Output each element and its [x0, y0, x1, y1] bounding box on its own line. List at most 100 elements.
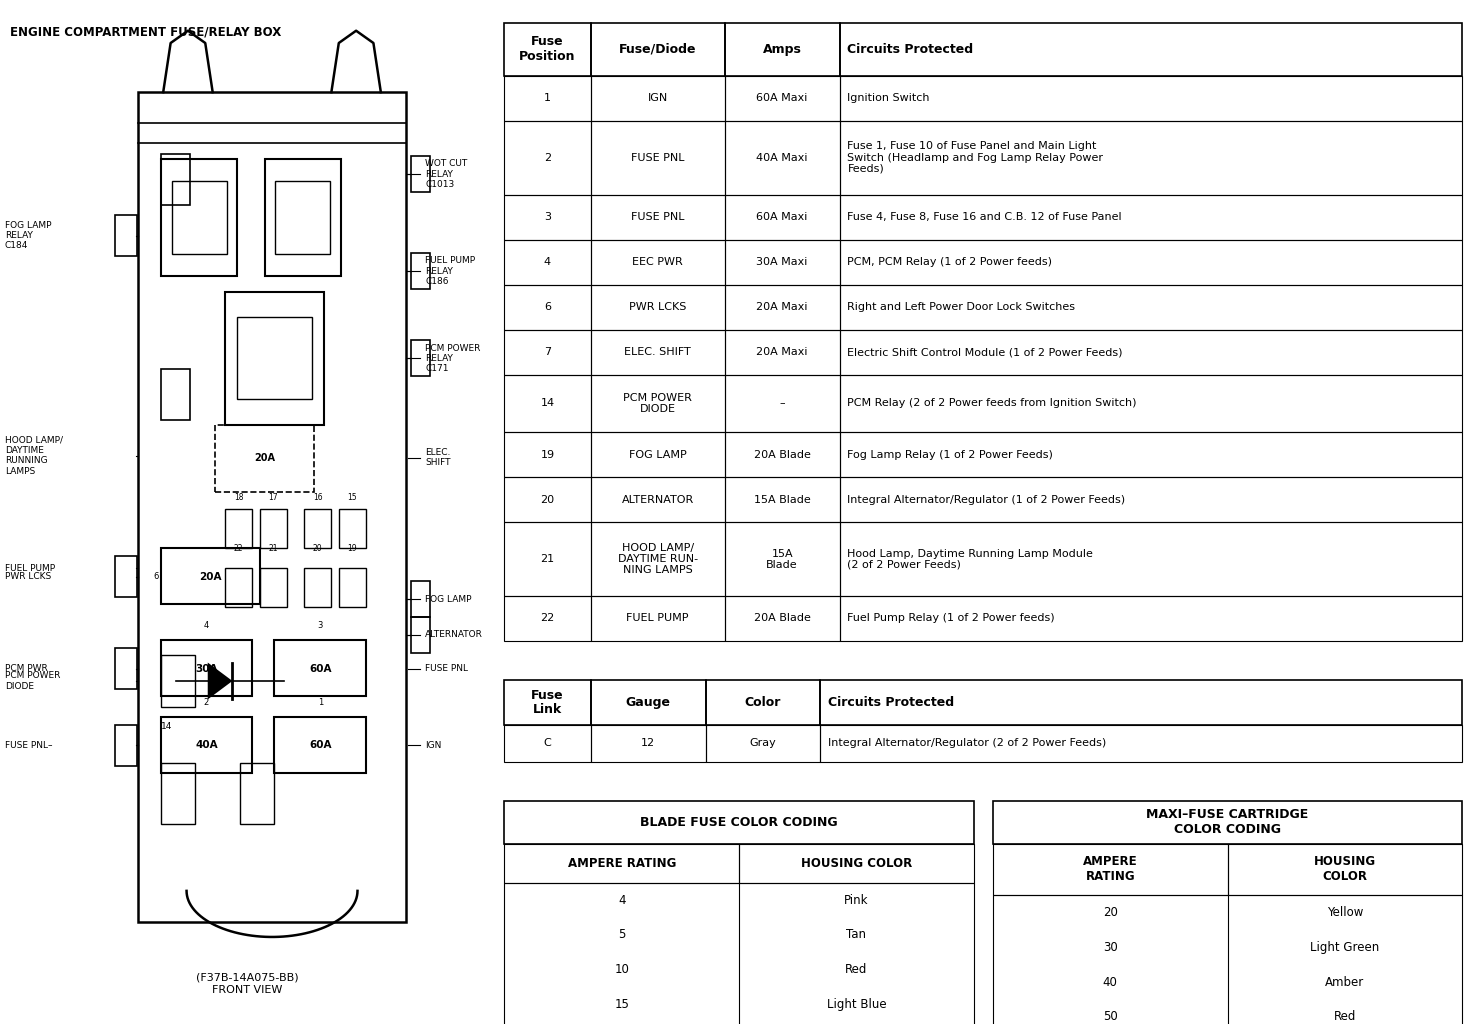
- Text: FUSE PNL–: FUSE PNL–: [4, 741, 53, 750]
- Bar: [215, 425, 314, 492]
- Text: ELEC. SHIFT: ELEC. SHIFT: [624, 347, 690, 357]
- Text: HOOD LAMP/
DAYTIME RUN-
NING LAMPS: HOOD LAMP/ DAYTIME RUN- NING LAMPS: [618, 543, 698, 575]
- Text: 20A: 20A: [255, 453, 275, 463]
- Text: FUEL PUMP: FUEL PUMP: [627, 613, 689, 624]
- Text: 20A Blade: 20A Blade: [754, 613, 811, 624]
- Text: PCM PWR: PCM PWR: [4, 665, 47, 673]
- Bar: [505, 240, 590, 285]
- Bar: [505, 121, 590, 195]
- Text: EEC PWR: EEC PWR: [633, 257, 683, 267]
- Text: Fog Lamp Relay (1 of 2 Power Feeds): Fog Lamp Relay (1 of 2 Power Feeds): [848, 450, 1054, 460]
- Bar: [705, 680, 820, 725]
- Polygon shape: [208, 663, 233, 699]
- Bar: [839, 375, 1462, 432]
- Text: 60A: 60A: [309, 664, 331, 674]
- Text: Fuel Pump Relay (1 of 2 Power feeds): Fuel Pump Relay (1 of 2 Power feeds): [848, 613, 1055, 624]
- Text: Circuits Protected: Circuits Protected: [829, 696, 954, 709]
- Text: 1: 1: [545, 93, 551, 103]
- Bar: [839, 195, 1462, 240]
- Text: 22: 22: [234, 544, 243, 553]
- Text: 60A: 60A: [309, 740, 331, 751]
- Text: AMPERE
RATING: AMPERE RATING: [1083, 855, 1138, 884]
- Text: 21: 21: [540, 554, 555, 564]
- Bar: [505, 375, 590, 432]
- Text: 15A Blade: 15A Blade: [754, 495, 811, 505]
- Text: Fuse 1, Fuse 10 of Fuse Panel and Main Light
Switch (Headlamp and Fog Lamp Relay: Fuse 1, Fuse 10 of Fuse Panel and Main L…: [848, 141, 1104, 174]
- Text: ALTERNATOR: ALTERNATOR: [425, 631, 483, 639]
- Bar: [590, 375, 724, 432]
- Text: 40A: 40A: [196, 740, 218, 751]
- Bar: [724, 195, 839, 240]
- Bar: [160, 763, 196, 824]
- Text: Gauge: Gauge: [626, 696, 671, 709]
- Text: Electric Shift Control Module (1 of 2 Power Feeds): Electric Shift Control Module (1 of 2 Po…: [848, 347, 1123, 357]
- Bar: [505, 680, 590, 725]
- Text: 20A Blade: 20A Blade: [754, 450, 811, 460]
- Text: Circuits Protected: Circuits Protected: [848, 43, 973, 55]
- Text: Integral Alternator/Regulator (2 of 2 Power Feeds): Integral Alternator/Regulator (2 of 2 Po…: [829, 738, 1107, 749]
- Text: FUSE PNL: FUSE PNL: [425, 665, 468, 673]
- Text: 20A Maxi: 20A Maxi: [757, 347, 808, 357]
- Bar: [172, 181, 227, 254]
- Text: 4: 4: [545, 257, 551, 267]
- Bar: [411, 582, 430, 616]
- Bar: [259, 509, 287, 548]
- Text: WOT CUT
RELAY
C1013: WOT CUT RELAY C1013: [425, 159, 468, 189]
- Bar: [505, 23, 590, 76]
- Bar: [994, 844, 1228, 895]
- Bar: [724, 285, 839, 330]
- Text: ELEC.
SHIFT: ELEC. SHIFT: [425, 449, 450, 467]
- Text: 5: 5: [618, 929, 626, 941]
- Text: HOOD LAMP/
DAYTIME
RUNNING
LAMPS: HOOD LAMP/ DAYTIME RUNNING LAMPS: [4, 435, 63, 476]
- Bar: [739, 844, 973, 883]
- Text: 19: 19: [347, 544, 358, 553]
- Text: Color: Color: [745, 696, 782, 709]
- Bar: [505, 725, 590, 762]
- Text: 30: 30: [1103, 941, 1117, 953]
- Bar: [590, 121, 724, 195]
- Text: Amps: Amps: [762, 43, 802, 55]
- Bar: [839, 240, 1462, 285]
- Text: 12: 12: [640, 738, 655, 749]
- Text: AMPERE RATING: AMPERE RATING: [568, 857, 676, 869]
- Bar: [590, 240, 724, 285]
- Text: 50: 50: [1103, 1011, 1117, 1023]
- Bar: [505, 844, 739, 883]
- Bar: [505, 285, 590, 330]
- Bar: [590, 23, 724, 76]
- Text: PCM POWER
RELAY
C171: PCM POWER RELAY C171: [425, 343, 481, 374]
- Bar: [305, 509, 331, 548]
- Text: 2: 2: [545, 153, 551, 163]
- Text: Fuse/Diode: Fuse/Diode: [618, 43, 696, 55]
- Text: 10: 10: [614, 964, 629, 976]
- Bar: [590, 725, 705, 762]
- Bar: [839, 330, 1462, 375]
- Text: HOUSING COLOR: HOUSING COLOR: [801, 857, 913, 869]
- Bar: [505, 195, 590, 240]
- Bar: [115, 215, 137, 256]
- Text: 6: 6: [153, 572, 159, 581]
- Bar: [590, 76, 724, 121]
- Text: 15A
Blade: 15A Blade: [767, 549, 798, 569]
- Bar: [724, 23, 839, 76]
- Bar: [411, 156, 430, 191]
- Bar: [590, 680, 705, 725]
- Bar: [274, 640, 367, 696]
- Text: C: C: [543, 738, 552, 749]
- Text: PWR LCKS: PWR LCKS: [4, 572, 52, 581]
- Bar: [225, 292, 324, 425]
- Text: 1: 1: [318, 697, 322, 707]
- Bar: [275, 181, 330, 254]
- Text: (F37B-14A075-BB)
FRONT VIEW: (F37B-14A075-BB) FRONT VIEW: [196, 972, 299, 995]
- Text: IGN: IGN: [648, 93, 668, 103]
- Bar: [590, 330, 724, 375]
- Bar: [839, 432, 1462, 477]
- Bar: [994, 895, 1462, 1024]
- Text: Yellow: Yellow: [1326, 906, 1363, 919]
- Bar: [138, 92, 406, 922]
- Bar: [590, 596, 724, 641]
- Bar: [1228, 844, 1462, 895]
- Text: Fuse 4, Fuse 8, Fuse 16 and C.B. 12 of Fuse Panel: Fuse 4, Fuse 8, Fuse 16 and C.B. 12 of F…: [848, 212, 1122, 222]
- Text: FUEL PUMP
RELAY
C186: FUEL PUMP RELAY C186: [425, 256, 475, 287]
- Bar: [724, 477, 839, 522]
